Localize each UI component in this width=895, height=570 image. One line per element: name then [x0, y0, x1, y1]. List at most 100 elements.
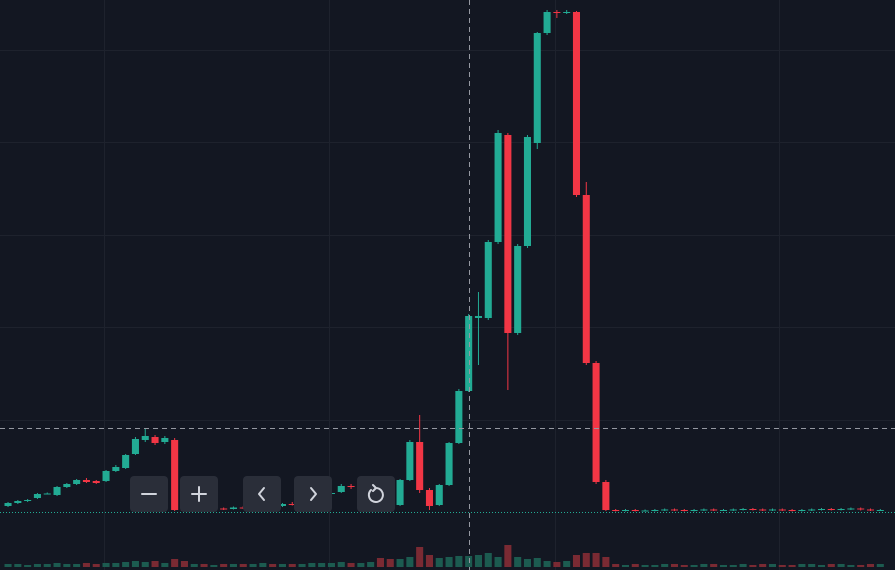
candle-body — [739, 509, 747, 510]
volume-bar — [729, 565, 737, 567]
candle-body — [857, 508, 865, 510]
volume-bar — [572, 555, 581, 567]
candle-body — [759, 509, 767, 511]
volume-bar — [161, 563, 169, 567]
volume-bar — [151, 561, 159, 567]
scroll-right-button[interactable] — [294, 476, 332, 512]
volume-bar — [582, 553, 590, 567]
candle-body — [14, 501, 22, 503]
candle-body — [661, 509, 669, 511]
candle-body — [161, 438, 169, 442]
volume-bar — [337, 562, 345, 567]
volume-bar — [504, 545, 512, 567]
volume-bar — [661, 564, 669, 567]
candle-body — [612, 510, 620, 511]
volume-bar — [200, 564, 208, 567]
volume-bar — [612, 564, 620, 567]
plot — [4, 10, 884, 567]
candle-body — [808, 509, 816, 511]
candle-body — [425, 490, 433, 506]
volume-bar — [327, 563, 335, 567]
volume-bar — [602, 557, 610, 567]
reset-button[interactable] — [357, 476, 395, 512]
volume-bar — [553, 562, 561, 567]
button-bg — [294, 476, 332, 512]
volume-bar — [416, 547, 424, 567]
zoom-out-button[interactable] — [130, 476, 168, 512]
volume-bar — [171, 559, 179, 567]
plus-icon — [191, 486, 207, 502]
candle-body — [455, 391, 463, 443]
candle-body — [465, 316, 473, 391]
volume-bar — [376, 558, 384, 567]
candle-body — [837, 509, 845, 510]
candle-body — [553, 12, 561, 13]
volume-bar — [406, 557, 414, 567]
candle-body — [82, 480, 90, 482]
volume-bar — [847, 565, 855, 567]
volume-bar — [474, 555, 482, 567]
volume-bar — [817, 565, 826, 567]
volume-bar — [523, 559, 532, 567]
candle-body — [514, 246, 522, 333]
volume-bar — [14, 564, 22, 567]
volume-bar — [141, 562, 149, 567]
zoom-in-button[interactable] — [180, 476, 218, 512]
candle-body — [131, 439, 139, 454]
volume-bar — [435, 558, 443, 567]
volume-bar — [749, 565, 757, 567]
volume-bar — [514, 557, 522, 567]
button-bg — [243, 476, 281, 512]
volume-bar — [690, 565, 698, 567]
volume-bar — [73, 564, 81, 567]
volume-bar — [63, 564, 71, 567]
volume-bar — [180, 561, 188, 567]
right-icon — [310, 487, 317, 501]
volume-bar — [298, 564, 306, 567]
candle-body — [4, 503, 12, 506]
candle-body — [504, 135, 512, 333]
candle-body — [112, 467, 120, 471]
volume-bar — [651, 565, 659, 567]
volume-bar — [445, 557, 453, 567]
volume-bar — [220, 564, 228, 567]
volume-bar — [357, 563, 365, 567]
volume-bar — [710, 564, 718, 567]
volume-bar — [386, 559, 394, 567]
candle-body — [700, 509, 708, 511]
candle-body — [827, 509, 835, 510]
volume-bar — [122, 562, 130, 567]
volume-bar — [788, 565, 796, 567]
candle-body — [533, 33, 541, 143]
left-icon — [258, 487, 265, 501]
volume-bar — [425, 555, 433, 567]
candle-body — [43, 493, 51, 495]
volume-bar — [778, 565, 786, 567]
volume-bar — [278, 564, 286, 567]
candle-body — [484, 242, 492, 318]
volume-bar — [768, 564, 777, 567]
candle-body — [229, 507, 237, 509]
candle-body — [621, 510, 630, 511]
scroll-left-button[interactable] — [243, 476, 281, 512]
candle-body — [102, 471, 110, 481]
volume-bar — [308, 563, 316, 567]
volume-bar — [318, 563, 326, 567]
volume-bar — [808, 564, 816, 567]
volume-bar — [112, 563, 120, 567]
candle-body — [288, 504, 296, 505]
volume-bar — [494, 557, 502, 567]
candle-body — [582, 195, 590, 363]
volume-bar — [53, 563, 61, 567]
volume-bar — [631, 564, 639, 567]
volume-bar — [543, 561, 551, 567]
volume-bar — [269, 564, 277, 567]
volume-bar — [288, 564, 296, 567]
volume-bar — [43, 564, 51, 567]
volume-bar — [367, 562, 375, 567]
volume-bar — [719, 565, 728, 567]
candle-body — [406, 442, 414, 480]
candle-body — [435, 485, 443, 505]
candle-body — [122, 455, 130, 468]
